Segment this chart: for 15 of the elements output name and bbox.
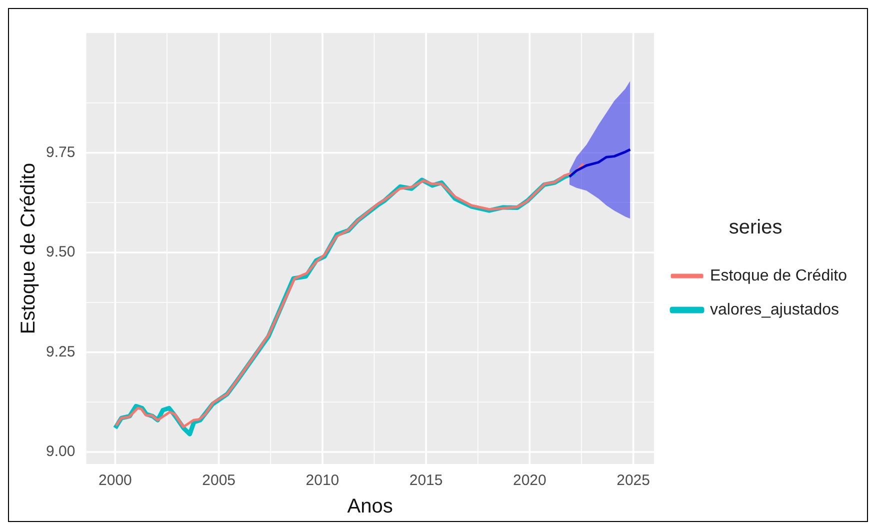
legend-title: series [728, 216, 782, 239]
x-axis-title: Anos [347, 496, 393, 518]
y-tick-label: 9.75 [46, 144, 76, 161]
x-tick-label: 2020 [512, 472, 546, 490]
y-tick-label: 9.00 [46, 443, 76, 460]
y-tick-label: 9.25 [46, 343, 76, 360]
legend-label: valores_ajustados [710, 301, 839, 318]
x-tick-label: 2025 [616, 472, 650, 490]
y-axis-title: Estoque de Crédito [18, 162, 40, 334]
x-tick-label: 2015 [409, 472, 443, 490]
y-tick-label: 9.50 [46, 244, 76, 261]
x-tick-label: 2010 [306, 472, 340, 490]
legend-label: Estoque de Crédito [710, 267, 848, 284]
x-tick-label: 2005 [202, 472, 236, 490]
x-tick-label: 2000 [98, 472, 132, 490]
